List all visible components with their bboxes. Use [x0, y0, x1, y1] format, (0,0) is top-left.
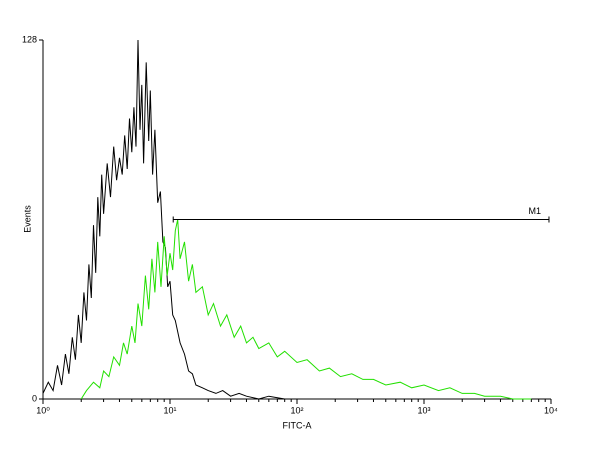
- x-tick-label: 10³: [417, 405, 430, 415]
- histogram-line: [42, 39, 285, 400]
- x-tick-label: 10⁰: [36, 405, 50, 415]
- histogram-line: [80, 219, 532, 400]
- y-axis-label: Events: [22, 205, 32, 233]
- y-tick-label: 128: [22, 34, 37, 44]
- x-tick-label: 10²: [290, 405, 303, 415]
- x-tick-label: 10¹: [163, 405, 176, 415]
- x-axis-label: FITC-A: [283, 420, 312, 430]
- marker-label: M1: [528, 206, 541, 216]
- y-tick-label: 0: [32, 393, 37, 403]
- x-tick-label: 10⁴: [544, 405, 558, 415]
